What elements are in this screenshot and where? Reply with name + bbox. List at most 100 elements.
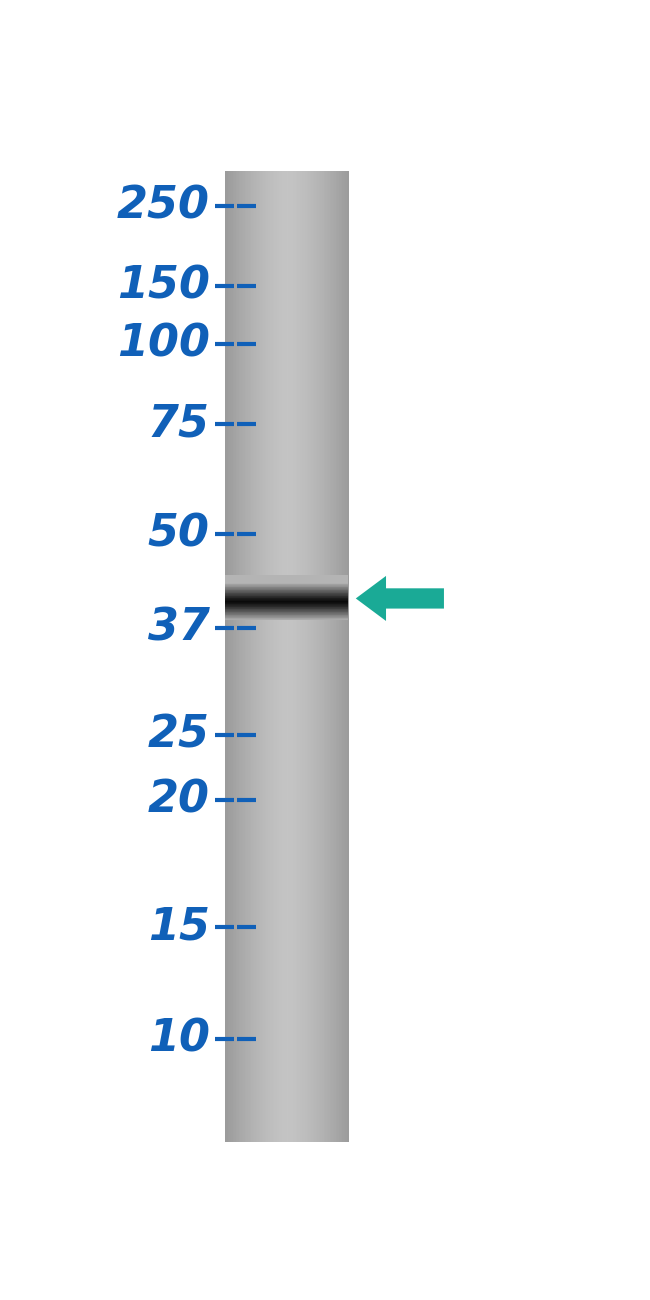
Bar xyxy=(225,611,348,614)
Bar xyxy=(332,172,333,1141)
Bar xyxy=(225,577,348,578)
Bar xyxy=(225,603,348,604)
Bar xyxy=(345,172,347,1141)
Bar xyxy=(225,599,348,602)
Bar xyxy=(254,172,256,1141)
FancyArrow shape xyxy=(356,576,444,621)
Bar xyxy=(225,578,348,580)
Bar xyxy=(225,618,348,620)
Bar xyxy=(237,172,239,1141)
Bar xyxy=(260,172,263,1141)
Bar xyxy=(225,581,348,582)
Bar xyxy=(225,595,348,597)
Bar xyxy=(322,172,324,1141)
Bar xyxy=(246,172,248,1141)
Bar xyxy=(225,582,348,584)
Bar xyxy=(225,601,348,603)
Bar xyxy=(228,172,230,1141)
Bar xyxy=(255,172,257,1141)
Bar xyxy=(225,597,348,598)
Text: 37: 37 xyxy=(148,607,210,650)
Bar xyxy=(333,172,335,1141)
Bar xyxy=(225,588,348,590)
Bar xyxy=(225,615,348,616)
Bar xyxy=(330,172,332,1141)
Bar xyxy=(270,172,272,1141)
Bar xyxy=(268,172,270,1141)
Bar xyxy=(225,604,348,606)
Text: 75: 75 xyxy=(148,403,210,446)
Bar xyxy=(325,172,327,1141)
Bar xyxy=(296,172,298,1141)
Bar xyxy=(308,172,310,1141)
Bar xyxy=(291,172,293,1141)
Bar xyxy=(346,172,349,1141)
Bar xyxy=(253,172,255,1141)
Bar xyxy=(231,172,233,1141)
Bar xyxy=(299,172,301,1141)
Bar xyxy=(341,172,343,1141)
Bar xyxy=(344,172,346,1141)
Bar xyxy=(288,172,290,1141)
Bar xyxy=(225,584,348,586)
Bar xyxy=(225,578,348,581)
Bar xyxy=(225,584,348,585)
Bar xyxy=(250,172,252,1141)
Bar xyxy=(324,172,326,1141)
Bar xyxy=(233,172,235,1141)
Bar xyxy=(242,172,244,1141)
Bar xyxy=(248,172,250,1141)
Bar xyxy=(243,172,246,1141)
Bar xyxy=(225,603,348,604)
Bar xyxy=(276,172,278,1141)
Bar xyxy=(225,616,348,617)
Bar xyxy=(336,172,338,1141)
Bar xyxy=(279,172,281,1141)
Bar xyxy=(225,598,348,599)
Text: 100: 100 xyxy=(117,322,210,365)
Bar xyxy=(225,586,348,588)
Bar xyxy=(342,172,344,1141)
Bar xyxy=(229,172,231,1141)
Bar xyxy=(311,172,313,1141)
Bar xyxy=(225,588,348,589)
Bar xyxy=(234,172,236,1141)
Bar xyxy=(225,590,348,592)
Bar xyxy=(290,172,292,1141)
Bar xyxy=(225,581,348,582)
Bar xyxy=(280,172,282,1141)
Bar xyxy=(225,576,348,577)
Bar xyxy=(225,607,348,608)
Bar xyxy=(316,172,318,1141)
Bar xyxy=(225,589,348,590)
Bar xyxy=(313,172,315,1141)
Bar xyxy=(225,172,227,1141)
Bar xyxy=(225,585,348,586)
Bar xyxy=(225,580,348,581)
Bar xyxy=(257,172,259,1141)
Bar xyxy=(225,592,348,593)
Bar xyxy=(283,172,285,1141)
Bar xyxy=(266,172,268,1141)
Bar xyxy=(271,172,273,1141)
Bar xyxy=(317,172,319,1141)
Bar xyxy=(292,172,294,1141)
Bar xyxy=(226,172,228,1141)
Bar xyxy=(225,594,348,595)
Text: 150: 150 xyxy=(117,265,210,308)
Bar xyxy=(274,172,276,1141)
Bar xyxy=(225,612,348,615)
Bar xyxy=(225,606,348,608)
Bar xyxy=(225,602,348,603)
Bar xyxy=(225,608,348,610)
Bar xyxy=(225,616,348,619)
Bar xyxy=(315,172,317,1141)
Bar xyxy=(334,172,337,1141)
Bar xyxy=(225,610,348,611)
Bar xyxy=(278,172,280,1141)
Bar xyxy=(263,172,265,1141)
Bar xyxy=(307,172,309,1141)
Bar xyxy=(225,598,348,599)
Bar xyxy=(225,582,348,585)
Bar xyxy=(225,604,348,607)
